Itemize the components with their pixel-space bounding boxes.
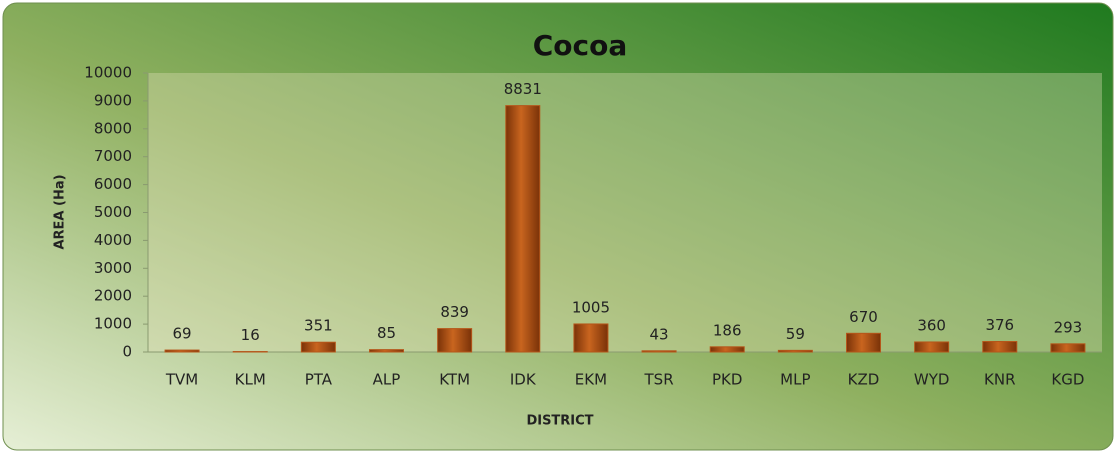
x-tick-label: IDK [510, 371, 537, 389]
value-label: 293 [1054, 318, 1083, 336]
x-tick-label: KTM [439, 371, 470, 389]
bar [573, 323, 609, 353]
bar [914, 341, 950, 353]
bar [846, 332, 881, 353]
y-tick-label: 2000 [94, 287, 132, 305]
value-label: 8831 [504, 80, 542, 98]
bar [641, 350, 677, 353]
chart-title: Cocoa [533, 29, 628, 62]
y-tick-label: 3000 [94, 259, 132, 277]
value-label: 186 [713, 321, 742, 339]
x-tick-label: KLM [235, 371, 266, 389]
x-axis-label: DISTRICT [526, 414, 593, 429]
value-label: 351 [304, 317, 333, 335]
x-tick-label: TSR [644, 371, 674, 389]
value-label: 43 [650, 325, 669, 343]
value-label: 376 [985, 316, 1014, 334]
y-tick-label: 8000 [94, 119, 132, 137]
bar [300, 341, 336, 353]
y-tick-label: 0 [122, 343, 132, 361]
bar [505, 105, 541, 353]
x-tick-label: MLP [780, 371, 810, 389]
x-tick-label: PTA [305, 371, 333, 389]
bar [982, 341, 1018, 353]
bar [369, 349, 404, 353]
x-tick-label: EKM [575, 371, 607, 389]
x-tick-label: PKD [712, 371, 742, 389]
value-label: 1005 [572, 298, 610, 316]
x-tick-label: KNR [984, 371, 1015, 389]
x-tick-label: KZD [848, 371, 880, 389]
value-label: 69 [173, 325, 192, 343]
x-tick-label: TVM [165, 371, 198, 389]
y-tick-label: 9000 [94, 91, 132, 109]
y-tick-label: 4000 [94, 231, 132, 249]
bar [709, 346, 745, 353]
bar [777, 349, 813, 353]
bar [437, 328, 473, 353]
y-tick-label: 7000 [94, 147, 132, 165]
value-label: 59 [786, 325, 805, 343]
x-tick-label: ALP [373, 371, 401, 389]
value-label: 85 [377, 324, 396, 342]
y-tick-label: 1000 [94, 315, 132, 333]
bar [164, 349, 200, 353]
bar [1050, 343, 1086, 353]
y-tick-label: 10000 [84, 64, 132, 82]
value-label: 839 [440, 303, 469, 321]
y-axis-label: AREA (Ha) [53, 174, 68, 249]
x-tick-label: WYD [914, 371, 950, 389]
x-tick-label: KGD [1051, 371, 1084, 389]
plot-area [148, 73, 1102, 352]
value-label: 360 [917, 316, 946, 334]
y-tick-label: 6000 [94, 175, 132, 193]
value-label: 16 [241, 326, 260, 344]
y-tick-label: 5000 [94, 203, 132, 221]
value-label: 670 [849, 308, 878, 326]
